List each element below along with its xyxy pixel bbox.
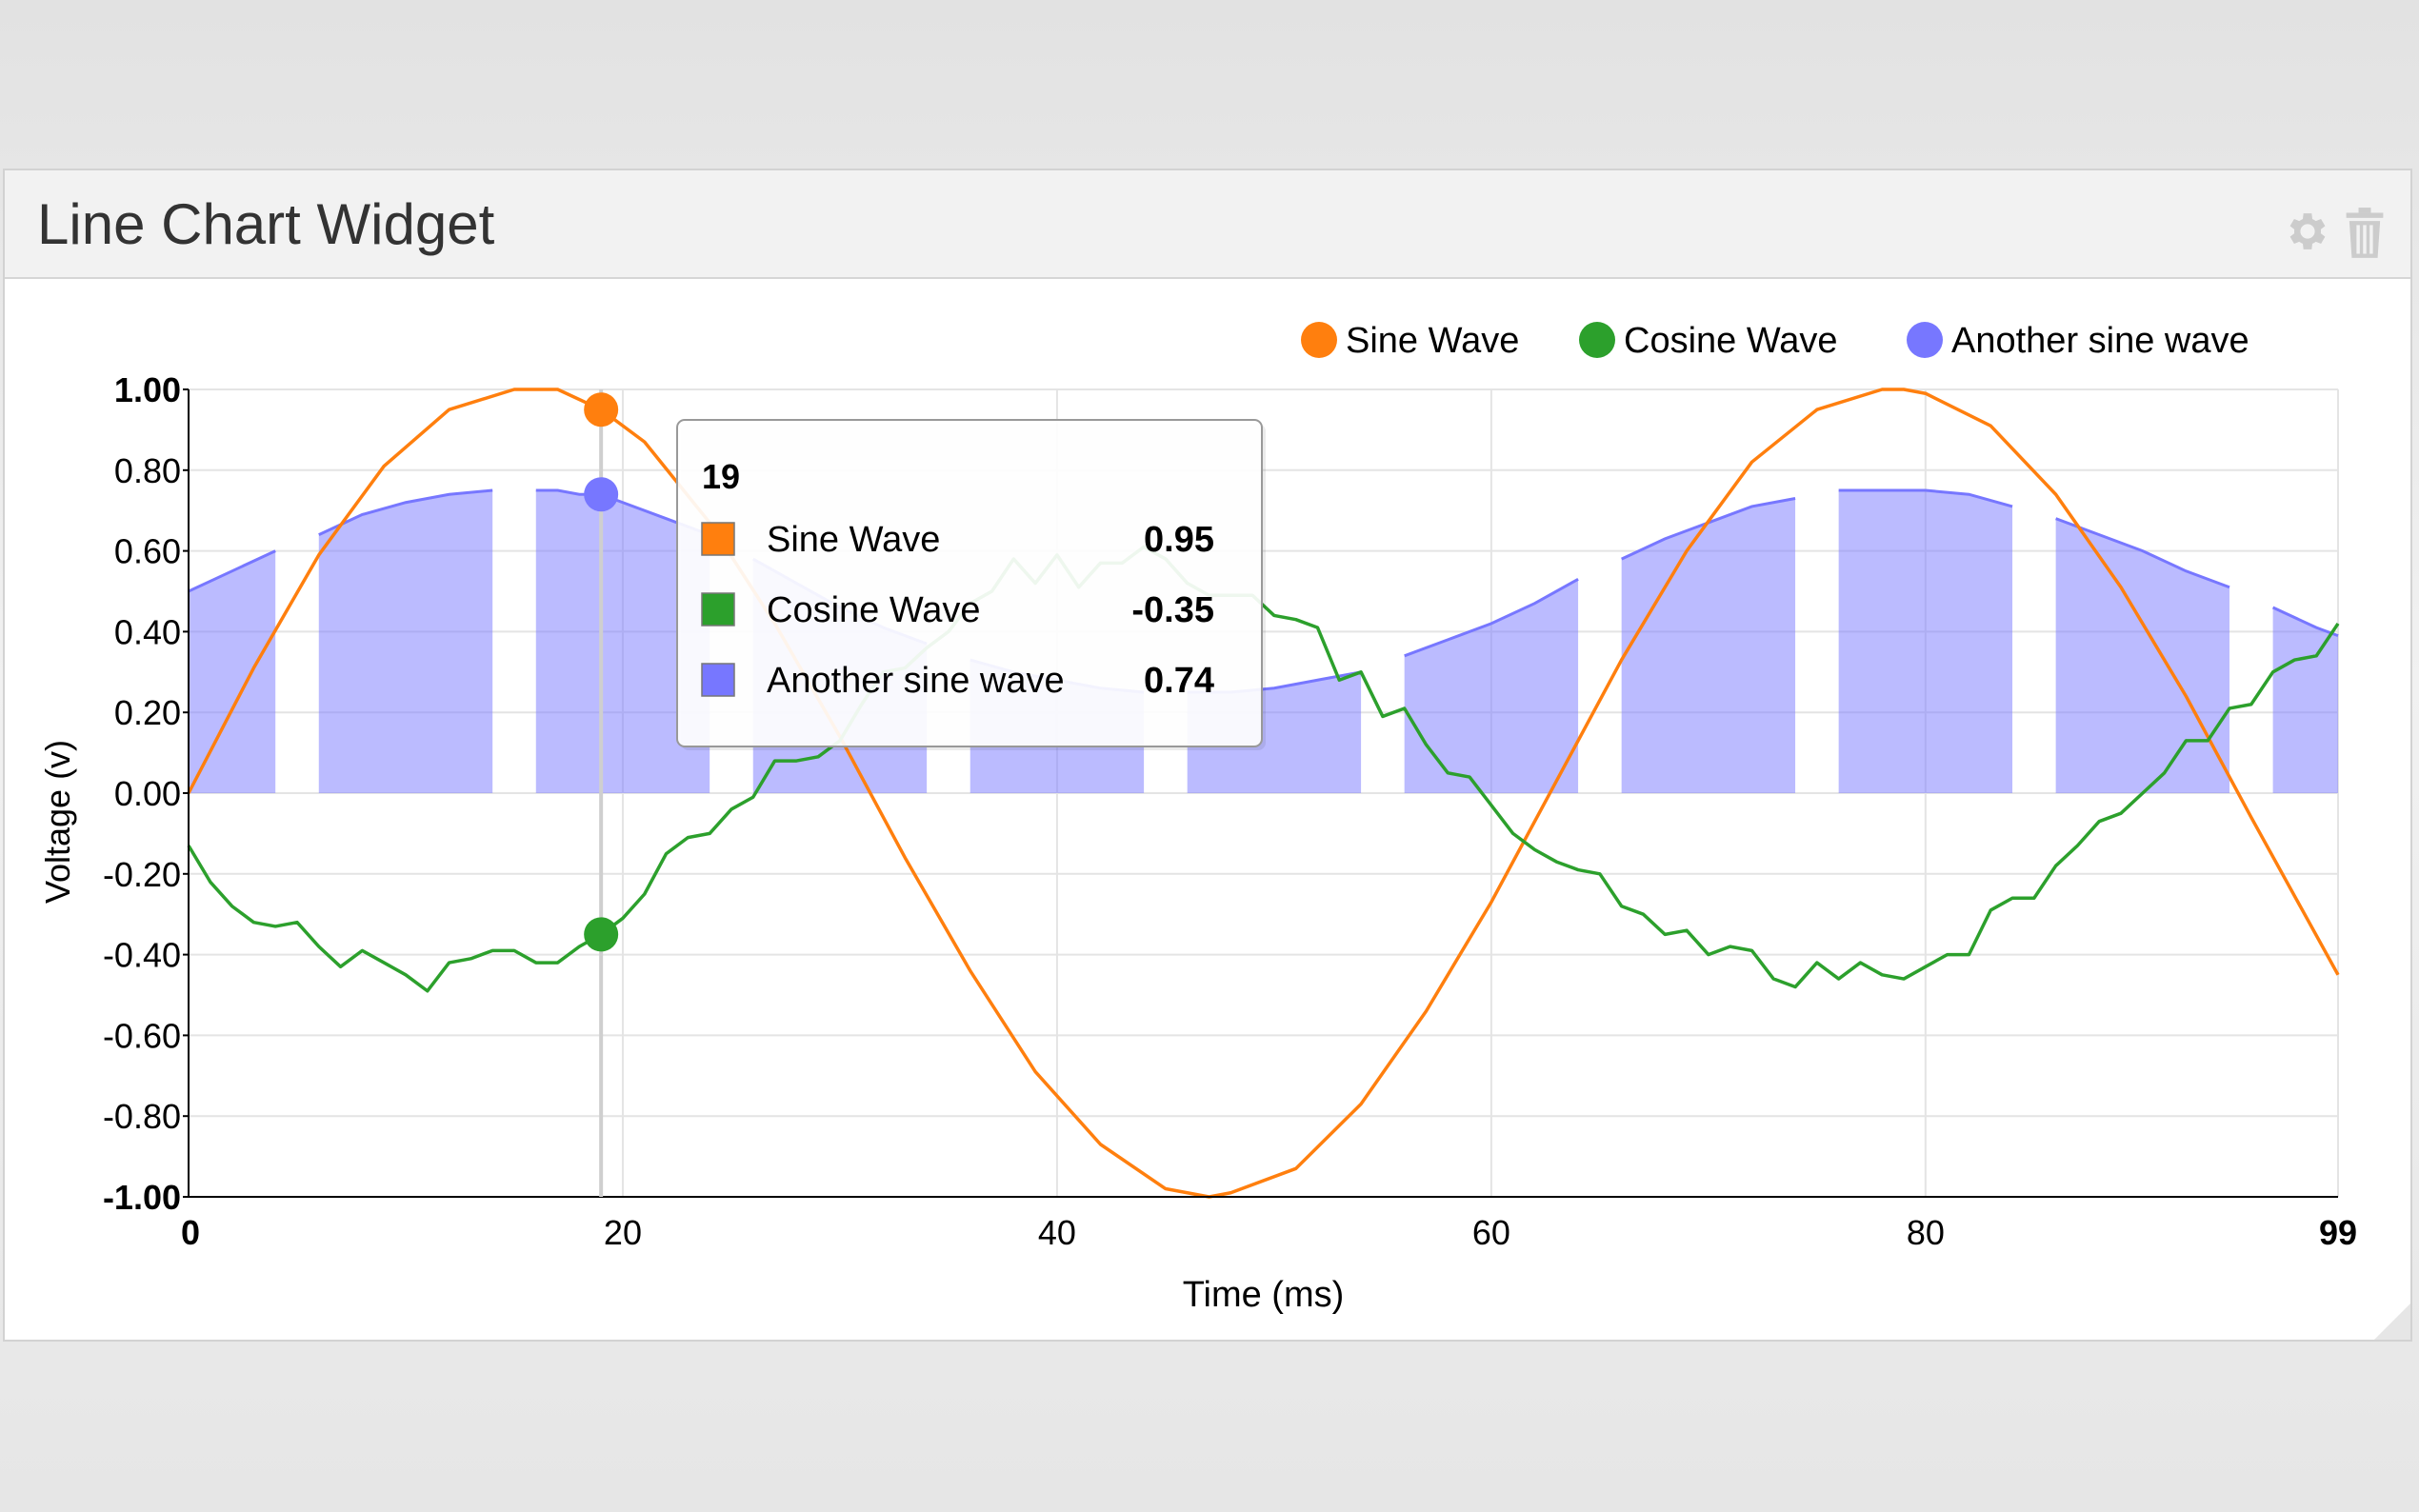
tooltip-swatch xyxy=(701,522,735,556)
legend-marker xyxy=(1579,322,1615,358)
tooltip-row-label: Another sine wave xyxy=(767,661,1065,701)
area-segment xyxy=(2272,607,2338,793)
widget-header: Line Chart Widget xyxy=(5,170,2410,279)
gear-icon[interactable] xyxy=(2283,207,2332,256)
line-chart-widget: Line Chart Widget 0 20 40 60 80 99 1.00 0.80 0.… xyxy=(3,169,2412,1342)
area-segment-line xyxy=(188,549,276,593)
x-axis-ticks: 0 20 40 60 80 99 xyxy=(181,1213,2357,1252)
tooltip-swatch xyxy=(701,592,735,627)
y-tick-label: -1.00 xyxy=(103,1178,181,1217)
y-tick-label: -0.80 xyxy=(103,1097,181,1136)
area-segment xyxy=(1838,490,2013,793)
y-tick-label: -0.60 xyxy=(103,1016,181,1055)
tooltip-box xyxy=(676,419,1263,747)
widget-title: Line Chart Widget xyxy=(37,192,495,256)
y-tick-label: 0.20 xyxy=(114,693,181,732)
area-segment-line xyxy=(318,488,493,537)
x-tick-label: 99 xyxy=(2319,1213,2357,1252)
y-tick-label: 1.00 xyxy=(114,370,181,409)
legend-marker xyxy=(1301,322,1337,358)
y-tick-label: -0.20 xyxy=(103,855,181,894)
x-tick-label: 80 xyxy=(1907,1213,1945,1252)
y-tick-label: 0.40 xyxy=(114,612,181,651)
area-segment xyxy=(535,490,710,793)
y-tick-label: 0.80 xyxy=(114,451,181,490)
hover-point xyxy=(584,392,619,428)
tooltip: 19 Sine Wave 0.95 Cosine Wave -0.35 Another s… xyxy=(676,419,1266,750)
series-line-sine-wave xyxy=(187,388,2340,1199)
y-axis-ticks: 1.00 0.80 0.60 0.40 0.20 0.00 -0.20 -0.40 -0.60 -… xyxy=(103,370,189,1217)
legend-label: Another sine wave xyxy=(1951,321,2249,361)
hover-point xyxy=(584,917,619,952)
x-tick-label: 60 xyxy=(1472,1213,1510,1252)
series-line-cosine-wave xyxy=(187,545,2340,993)
area-segment xyxy=(318,490,493,793)
y-tick-label: -0.40 xyxy=(103,936,181,975)
tooltip-title: 19 xyxy=(702,457,740,496)
area-segment-line xyxy=(1838,488,2013,508)
y-axis-label: Voltage (v) xyxy=(38,740,77,904)
resize-handle[interactable] xyxy=(2374,1303,2410,1340)
legend-label: Cosine Wave xyxy=(1624,321,1838,361)
legend-label: Sine Wave xyxy=(1346,321,1519,361)
tooltip-row-label: Cosine Wave xyxy=(767,590,981,630)
area-segment xyxy=(2055,518,2230,793)
series-lines xyxy=(187,388,2340,1199)
tooltip-row-label: Sine Wave xyxy=(767,520,940,560)
y-tick-label: 0.60 xyxy=(114,532,181,571)
area-segment xyxy=(1404,579,1579,793)
x-tick-label: 40 xyxy=(1038,1213,1076,1252)
tooltip-row-value: 0.95 xyxy=(1144,520,1214,560)
legend: Sine Wave Cosine Wave Another sine wave xyxy=(1301,321,2249,361)
area-segment xyxy=(189,550,276,793)
tooltip-row-value: -0.35 xyxy=(1131,590,1214,630)
area-segment xyxy=(1621,498,1796,793)
legend-marker xyxy=(1907,322,1943,358)
tooltip-row-value: 0.74 xyxy=(1144,661,1214,701)
area-segment-line xyxy=(1404,577,1579,658)
x-axis-label: Time (ms) xyxy=(1183,1275,1345,1315)
line-chart: 0 20 40 60 80 99 1.00 0.80 0.60 0.40 0.20 0.00 -0.2… xyxy=(38,321,2357,1315)
x-tick-label: 0 xyxy=(181,1213,200,1252)
tooltip-swatch xyxy=(701,663,735,697)
trash-icon[interactable] xyxy=(2340,207,2389,260)
hover-point xyxy=(584,477,619,512)
hover-indicator xyxy=(584,389,619,1197)
x-tick-label: 20 xyxy=(604,1213,642,1252)
area-segment-line xyxy=(2055,517,2230,589)
y-tick-label: 0.00 xyxy=(114,774,181,813)
